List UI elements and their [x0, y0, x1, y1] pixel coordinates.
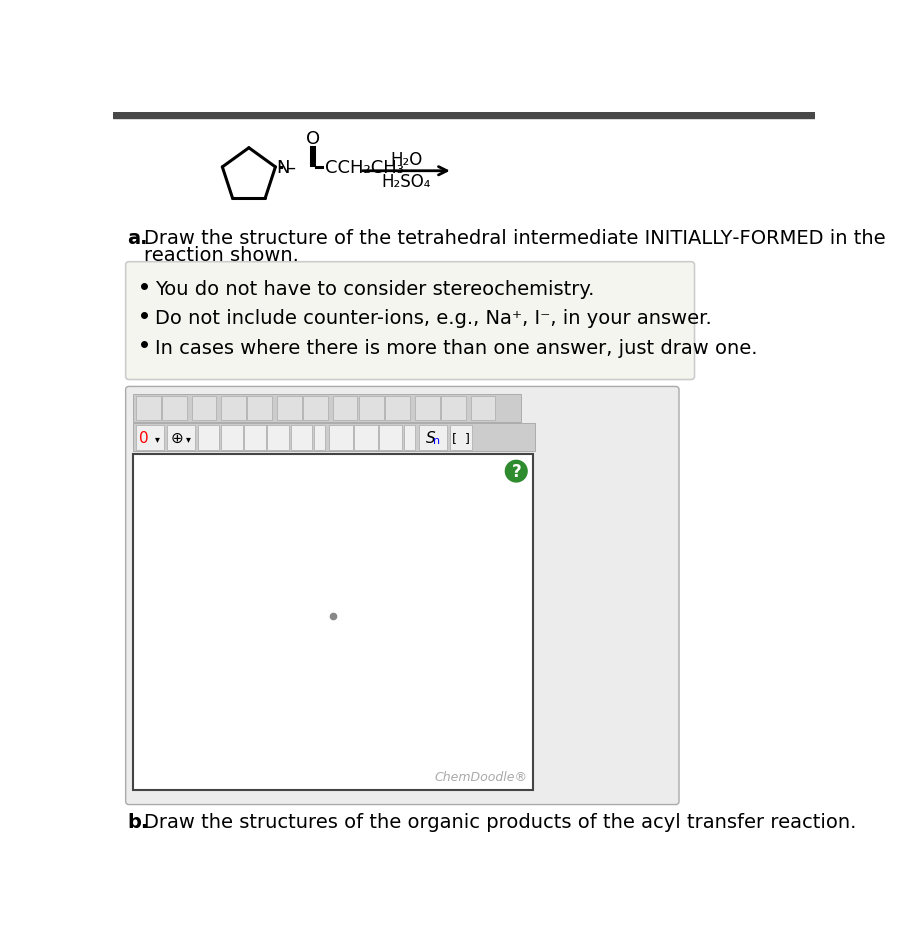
Bar [304, 396, 328, 420]
Text: ▾: ▾ [155, 433, 159, 444]
Bar [419, 425, 448, 449]
Bar [276, 396, 302, 420]
Bar [333, 396, 357, 420]
Bar [133, 454, 534, 790]
FancyBboxPatch shape [126, 262, 695, 379]
Text: O: O [305, 130, 320, 148]
Bar [113, 112, 815, 118]
Text: You do not have to consider stereochemistry.: You do not have to consider stereochemis… [155, 280, 594, 300]
Text: N: N [276, 159, 290, 177]
Text: Do not include counter-ions, e.g., Na⁺, I⁻, in your answer.: Do not include counter-ions, e.g., Na⁺, … [155, 310, 712, 329]
Bar [167, 425, 195, 449]
Text: H₂O: H₂O [390, 151, 422, 169]
Text: ▾: ▾ [186, 433, 191, 444]
Bar [441, 396, 466, 420]
Bar [470, 396, 496, 420]
Bar [162, 396, 187, 420]
Text: a.: a. [127, 229, 148, 248]
Text: CCH₂CH₃: CCH₂CH₃ [325, 159, 404, 177]
Text: –: – [286, 159, 295, 177]
Text: Draw the structures of the organic products of the acyl transfer reaction.: Draw the structures of the organic produ… [144, 813, 857, 832]
Bar [385, 396, 410, 420]
Text: ⊕: ⊕ [170, 431, 183, 446]
Bar [404, 425, 415, 449]
Bar [221, 425, 243, 449]
Bar [136, 425, 164, 449]
Text: ChemDoodle®: ChemDoodle® [434, 770, 527, 783]
Bar [291, 425, 313, 449]
Text: 0: 0 [139, 431, 149, 446]
Bar [330, 425, 352, 449]
Text: S: S [426, 431, 435, 446]
Bar [415, 396, 439, 420]
Text: [  ]: [ ] [452, 432, 470, 446]
Text: H₂SO₄: H₂SO₄ [381, 173, 431, 191]
Bar [245, 425, 266, 449]
Bar [450, 425, 472, 449]
Text: Draw the structure of the tetrahedral intermediate INITIALLY‑FORMED in the: Draw the structure of the tetrahedral in… [144, 229, 886, 248]
Bar [247, 396, 272, 420]
Text: In cases where there is more than one answer, just draw one.: In cases where there is more than one an… [155, 339, 757, 358]
Text: ?: ? [511, 462, 521, 480]
Bar [354, 425, 378, 449]
Bar [133, 394, 521, 422]
FancyBboxPatch shape [126, 387, 679, 805]
Bar [191, 396, 217, 420]
Bar [136, 396, 160, 420]
Bar [314, 425, 325, 449]
Text: reaction shown.: reaction shown. [144, 246, 299, 265]
Bar [379, 425, 402, 449]
Bar [133, 423, 535, 451]
Bar [198, 425, 219, 449]
Bar [359, 396, 384, 420]
Bar [221, 396, 246, 420]
Circle shape [506, 461, 527, 482]
Text: b.: b. [127, 813, 149, 832]
Bar [267, 425, 289, 449]
Text: n: n [433, 436, 440, 446]
